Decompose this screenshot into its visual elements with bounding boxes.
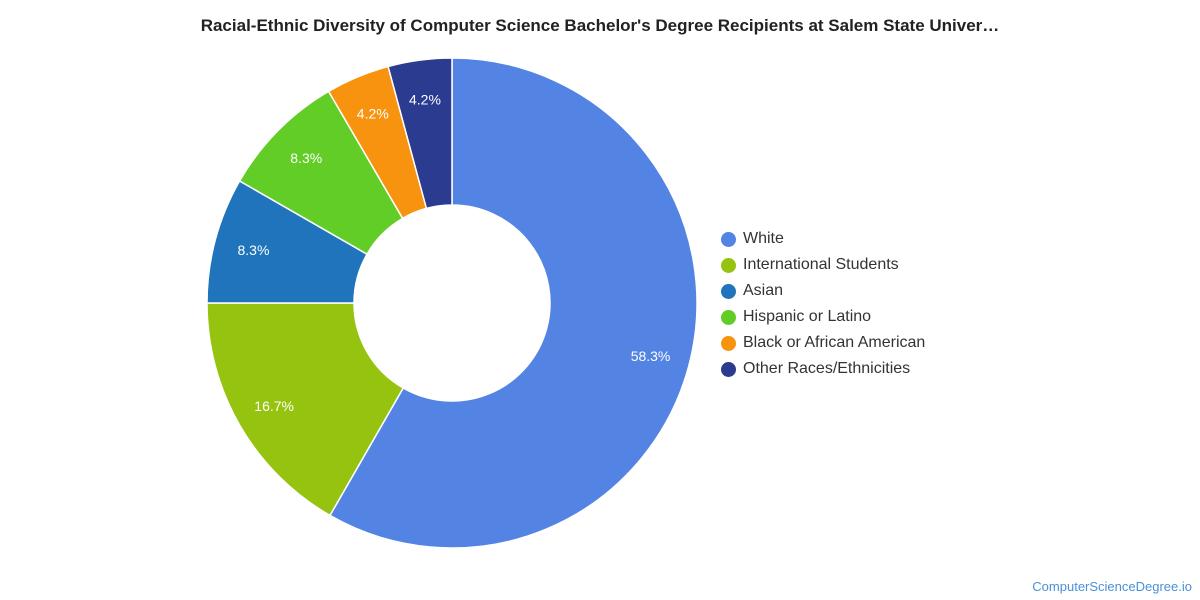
slice-value-label: 4.2% bbox=[409, 91, 441, 107]
slice-international-students[interactable] bbox=[206, 302, 405, 517]
slice-value-label: 16.7% bbox=[254, 398, 294, 414]
legend-swatch bbox=[721, 361, 736, 377]
legend-label: Other Races/Ethnicities bbox=[743, 360, 911, 377]
legend-item[interactable]: Hispanic or Latino bbox=[721, 304, 925, 330]
slice-value-label: 8.3% bbox=[290, 150, 322, 166]
chart-legend: White International Students Asian Hispanic… bbox=[721, 226, 925, 382]
legend-swatch bbox=[721, 231, 736, 247]
legend-label: Black or African American bbox=[743, 334, 926, 351]
legend-item[interactable]: International Students bbox=[721, 252, 925, 278]
chart-title: Racial-Ethnic Diversity of Computer Scie… bbox=[200, 16, 1000, 35]
legend-swatch bbox=[721, 257, 736, 273]
legend-label: Hispanic or Latino bbox=[743, 308, 872, 325]
legend-item[interactable]: Black or African American bbox=[721, 330, 925, 356]
legend-item[interactable]: Other Races/Ethnicities bbox=[721, 356, 925, 382]
legend-swatch bbox=[721, 335, 736, 351]
slice-other-races-ethnicities[interactable] bbox=[387, 57, 453, 210]
legend-item[interactable]: Asian bbox=[721, 278, 925, 304]
legend-label: International Students bbox=[743, 256, 899, 273]
legend-item[interactable]: White bbox=[721, 226, 925, 252]
legend-swatch bbox=[721, 309, 736, 325]
slice-value-label: 8.3% bbox=[237, 242, 269, 258]
legend-label: Asian bbox=[743, 282, 784, 299]
legend-swatch bbox=[721, 283, 736, 299]
legend-label: White bbox=[743, 230, 784, 247]
slice-value-label: 4.2% bbox=[357, 105, 389, 121]
site-watermark[interactable]: ComputerScienceDegree.io bbox=[1032, 579, 1192, 594]
slice-value-label: 58.3% bbox=[631, 348, 671, 364]
slice-white[interactable] bbox=[328, 57, 698, 549]
